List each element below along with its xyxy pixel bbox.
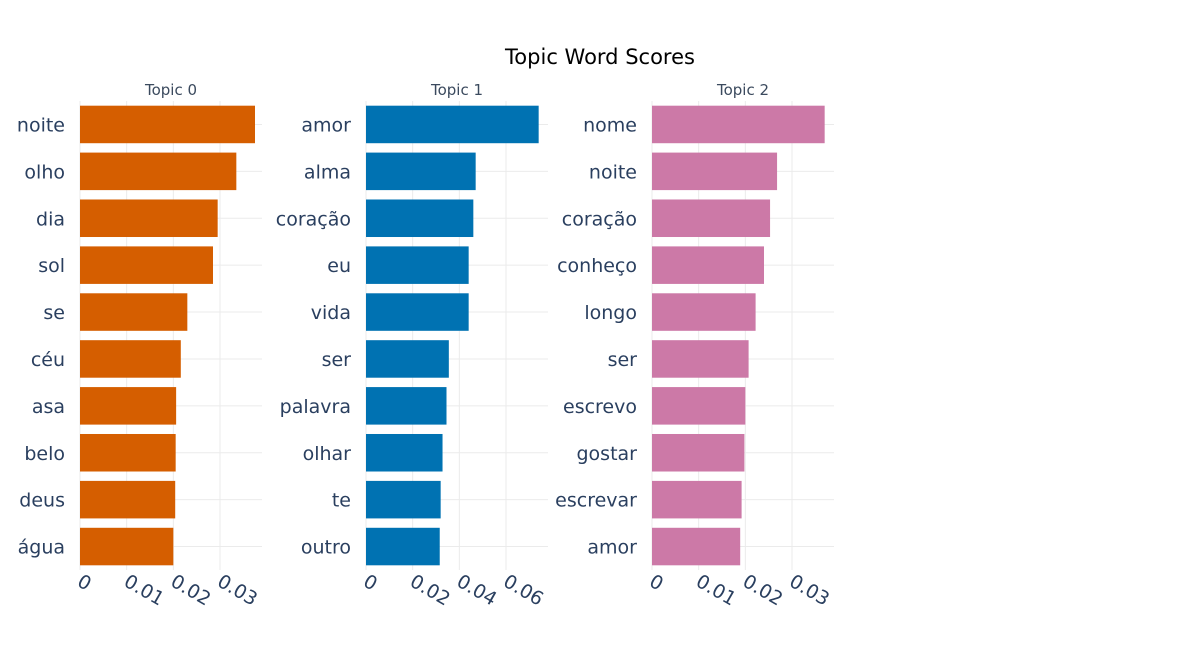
category-label: céu — [31, 349, 65, 371]
bar-conheço — [652, 246, 764, 284]
category-label: nome — [583, 114, 637, 136]
x-tick-label: 0.01 — [692, 570, 740, 610]
bar-eu — [366, 246, 469, 284]
bar-longo — [652, 293, 756, 331]
panel-topic-0: Topic 0 noite olho dia sol se céu asa belo deus ág… — [17, 81, 262, 610]
bar-amor — [366, 105, 539, 144]
bar-asa — [80, 387, 177, 425]
bar-noite — [80, 105, 255, 144]
bar-outro — [366, 527, 440, 566]
bar-coração — [652, 199, 771, 238]
category-label: coração — [276, 208, 351, 230]
bar-palavra — [366, 387, 447, 425]
bar-gostar — [652, 433, 745, 472]
bar-olhar — [366, 433, 443, 472]
category-label: noite — [589, 161, 637, 183]
bar-te — [366, 480, 441, 519]
category-label: conheço — [557, 255, 637, 277]
bar-água — [80, 527, 174, 566]
category-label: asa — [32, 396, 65, 418]
bar-escrevo — [652, 387, 746, 425]
category-label: amor — [301, 114, 351, 136]
bar-escrevar — [652, 480, 742, 519]
category-label: palavra — [280, 396, 351, 418]
bar-alma — [366, 152, 476, 191]
category-label: belo — [24, 443, 65, 465]
bar-dia — [80, 199, 218, 238]
bar-ser — [366, 340, 449, 378]
category-label: eu — [327, 255, 351, 277]
category-label: escrevo — [563, 396, 637, 418]
category-label: alma — [304, 161, 351, 183]
bar-céu — [80, 340, 181, 378]
x-tick-label: 0.02 — [167, 570, 215, 610]
category-label: gostar — [577, 443, 638, 465]
chart-title: Topic Word Scores — [504, 45, 695, 69]
category-label: ser — [608, 349, 638, 371]
x-tick-label: 0.06 — [500, 570, 548, 610]
x-tick-label: 0 — [74, 570, 95, 595]
chart-panels: Topic 0 noite olho dia sol se céu asa belo deus ág… — [17, 81, 834, 610]
x-tick-label: 0 — [646, 570, 667, 595]
category-label: escrevar — [555, 490, 637, 512]
x-tick-label: 0.01 — [120, 570, 168, 610]
x-tick-label: 0.03 — [214, 570, 262, 610]
category-label: outro — [301, 537, 351, 559]
category-label: dia — [36, 208, 65, 230]
bar-deus — [80, 480, 176, 519]
category-label: noite — [17, 114, 65, 136]
bar-se — [80, 293, 188, 331]
category-label: longo — [584, 302, 637, 324]
category-label: deus — [19, 490, 65, 512]
category-label: amor — [587, 537, 637, 559]
category-label: coração — [562, 208, 637, 230]
category-label: água — [18, 537, 65, 559]
bar-nome — [652, 105, 825, 144]
bar-vida — [366, 293, 469, 331]
bar-olho — [80, 152, 237, 191]
x-tick-label: 0.04 — [453, 570, 501, 610]
bar-coração — [366, 199, 474, 238]
panel-subtitle: Topic 1 — [430, 81, 483, 99]
x-tick-label: 0.03 — [786, 570, 834, 610]
panel-topic-1: Topic 1 amor alma coração eu vida ser palavra ol… — [276, 81, 548, 610]
category-label: se — [43, 302, 65, 324]
category-label: olhar — [303, 443, 352, 465]
bar-belo — [80, 433, 176, 472]
panel-subtitle: Topic 0 — [144, 81, 197, 99]
category-label: vida — [311, 302, 351, 324]
x-tick-label: 0.02 — [406, 570, 454, 610]
bar-amor — [652, 527, 741, 566]
bar-sol — [80, 246, 213, 284]
panel-topic-2: Topic 2 nome noite coração conheço longo ser es… — [555, 81, 834, 610]
x-tick-label: 0 — [360, 570, 381, 595]
panel-subtitle: Topic 2 — [716, 81, 769, 99]
x-tick-label: 0.02 — [739, 570, 787, 610]
category-label: sol — [38, 255, 65, 277]
category-label: olho — [24, 161, 65, 183]
category-label: te — [332, 490, 351, 512]
category-label: ser — [322, 349, 352, 371]
bar-ser — [652, 340, 749, 378]
bar-noite — [652, 152, 778, 191]
